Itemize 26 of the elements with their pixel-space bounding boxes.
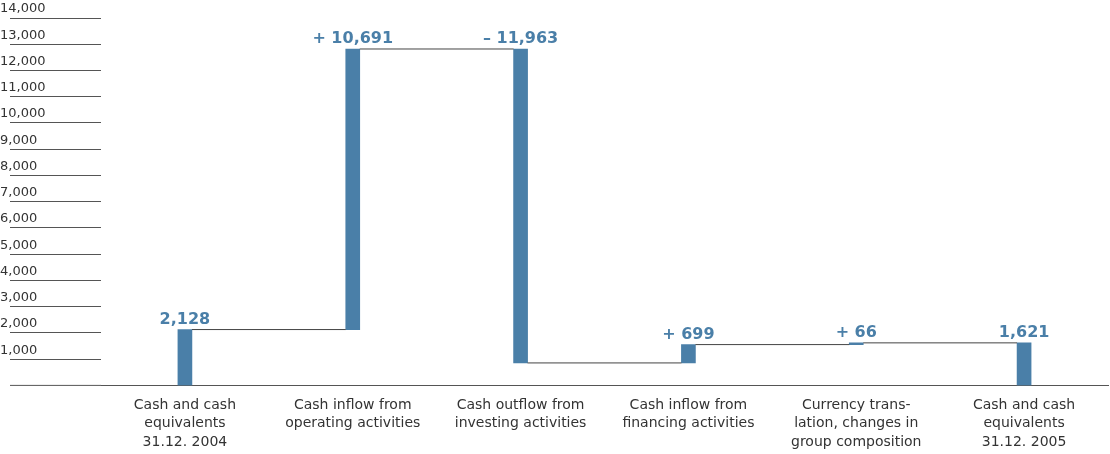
y-tick-label: 14,000 bbox=[0, 0, 46, 16]
y-tick-label: 5,000 bbox=[0, 236, 38, 252]
x-tick-label: Cash and cash equivalents 31.12. 2004 bbox=[133, 396, 237, 449]
y-tick-label: 10,000 bbox=[0, 105, 46, 121]
y-tick-label: 7,000 bbox=[0, 184, 38, 200]
data-label: – 11,963 bbox=[482, 28, 559, 48]
x-tick-label: Cash outflow from investing activities bbox=[454, 396, 587, 431]
y-tick-label: 4,000 bbox=[0, 262, 38, 278]
x-tick-label: Cash and cash equivalents 31.12. 2005 bbox=[972, 396, 1076, 449]
y-tick-label: 1,000 bbox=[0, 341, 38, 357]
data-label: 2,128 bbox=[159, 308, 211, 328]
y-tick-label: 9,000 bbox=[0, 131, 38, 147]
y-tick-label: 13,000 bbox=[0, 26, 46, 42]
x-tick-label: Cash inflow from financing activities bbox=[622, 396, 755, 431]
data-label: + 66 bbox=[835, 322, 877, 342]
data-label: + 699 bbox=[662, 323, 715, 343]
y-tick-label: 8,000 bbox=[0, 157, 38, 173]
y-tick-label: 12,000 bbox=[0, 52, 46, 68]
y-tick-label: 11,000 bbox=[0, 79, 46, 95]
x-tick-label: Currency trans- lation, changes in group composition bbox=[791, 396, 922, 449]
y-tick-label: 2,000 bbox=[0, 315, 38, 331]
data-label: + 10,691 bbox=[312, 28, 394, 48]
data-label: 1,621 bbox=[998, 322, 1050, 342]
y-tick-label: 6,000 bbox=[0, 210, 38, 226]
x-tick-label: Cash inflow from operating activities bbox=[285, 396, 421, 431]
y-tick-label: 3,000 bbox=[0, 289, 38, 305]
